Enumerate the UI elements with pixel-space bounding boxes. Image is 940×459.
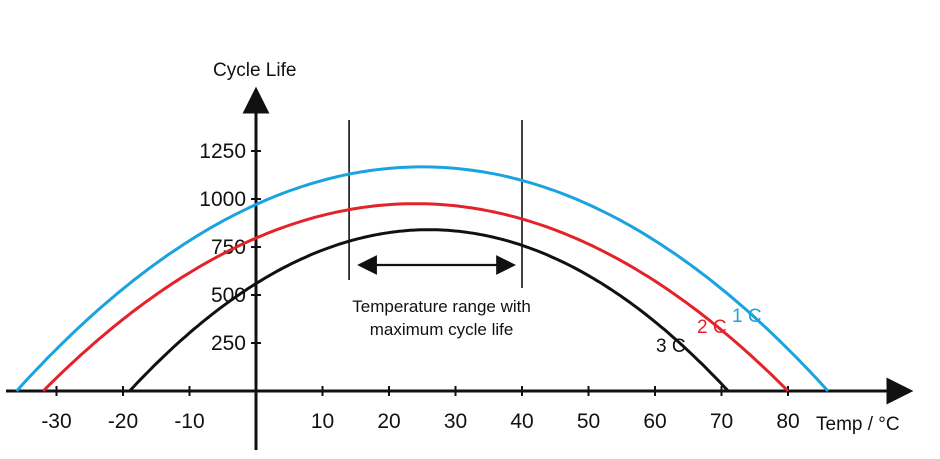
range-annotation-line-2: maximum cycle life <box>370 320 514 339</box>
series-label-1c: 1 C <box>732 306 762 327</box>
x-tick-label: 30 <box>444 410 467 433</box>
y-axis-label: Cycle Life <box>213 60 296 81</box>
x-tick-label: 80 <box>776 410 799 433</box>
x-tick-label: 70 <box>710 410 733 433</box>
ticks: -30 -20 -10 10 20 30 40 50 60 70 80 250 500 750 1000 12… <box>41 140 799 433</box>
series-line-2c <box>42 202 790 393</box>
y-tick-label: 250 <box>211 332 246 355</box>
x-tick-label: 10 <box>311 410 334 433</box>
series-line-1c <box>15 165 830 393</box>
range-annotation-line-1: Temperature range with <box>352 297 531 316</box>
y-tick-label: 1000 <box>199 188 246 211</box>
series-label-3c: 3 C <box>656 336 686 357</box>
x-tick-label: 60 <box>643 410 666 433</box>
y-tick-label: 1250 <box>199 140 246 163</box>
x-tick-label: 20 <box>377 410 400 433</box>
x-tick-label: -30 <box>41 410 71 433</box>
x-tick-label: -20 <box>108 410 138 433</box>
x-tick-label: 40 <box>510 410 533 433</box>
axes <box>6 86 914 450</box>
series-label-2c: 2 C <box>697 317 727 338</box>
y-tick-label: 750 <box>211 236 246 259</box>
optimal-range <box>348 120 523 288</box>
y-tick-label: 500 <box>211 284 246 307</box>
series-lines: 1 C2 C 3 C <box>15 165 830 393</box>
x-axis-label: Temp / °C <box>816 414 900 435</box>
series-line-3c <box>128 228 730 393</box>
x-tick-label: -10 <box>174 410 204 433</box>
x-tick-label: 50 <box>577 410 600 433</box>
